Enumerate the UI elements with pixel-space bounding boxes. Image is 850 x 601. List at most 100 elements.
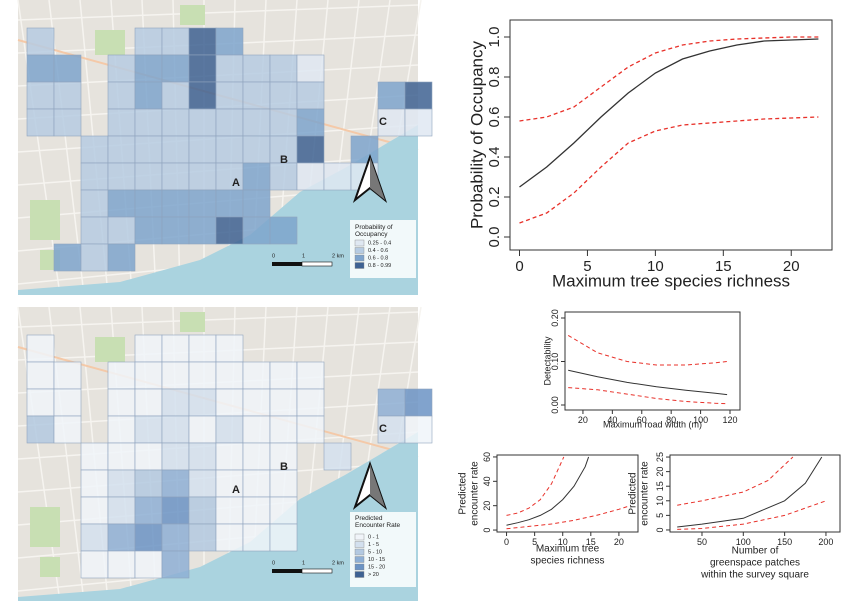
x-tick-label: 40 — [607, 415, 617, 425]
map-label: B — [280, 154, 288, 166]
grid-cell — [134, 550, 163, 579]
grid-cell — [80, 243, 109, 272]
grid-cell — [161, 361, 190, 390]
grid-cell — [26, 27, 55, 56]
grid-cell — [296, 162, 325, 191]
y-axis-label: Detectability — [542, 336, 552, 386]
legend-swatch — [354, 548, 365, 556]
scale-bar — [301, 568, 333, 574]
grid-cell — [107, 81, 136, 110]
line — [519, 38, 819, 188]
grid-cell — [242, 189, 271, 218]
scale-label: 2 km — [332, 253, 344, 259]
park — [40, 557, 60, 577]
line — [677, 456, 794, 506]
grid-cell — [404, 108, 433, 137]
grid-cell — [53, 415, 82, 444]
grid-cell — [80, 442, 109, 471]
grid-cell — [215, 334, 244, 363]
park — [30, 200, 60, 240]
scale-label: 1 — [302, 560, 305, 566]
x-tick-label: 100 — [693, 415, 708, 425]
grid-cell — [188, 81, 217, 110]
grid-cell — [53, 388, 82, 417]
grid-cell — [242, 54, 271, 83]
grid-cell — [188, 388, 217, 417]
grid-cell — [215, 442, 244, 471]
map-label: A — [232, 484, 240, 496]
legend-swatch — [354, 571, 365, 578]
grid-cell — [296, 81, 325, 110]
legend-label: 10 - 15 — [368, 557, 385, 563]
grid-cell — [107, 415, 136, 444]
x-axis-label: Number of — [732, 546, 779, 557]
grid-cell — [107, 496, 136, 525]
grid-cell — [161, 216, 190, 245]
grid-cell — [215, 361, 244, 390]
grid-cell — [269, 81, 298, 110]
line — [568, 369, 728, 396]
park — [30, 507, 60, 547]
y-tick-label: 0.2 — [486, 187, 503, 208]
line — [519, 116, 819, 224]
x-tick-label: 200 — [818, 537, 833, 547]
grid-cell — [53, 361, 82, 390]
grid-cell — [107, 135, 136, 164]
grid-cell — [323, 442, 352, 471]
grid-cell — [26, 81, 55, 110]
grid-cell — [161, 135, 190, 164]
grid-cell — [377, 388, 406, 417]
legend-label: 0.4 - 0.6 — [368, 248, 388, 254]
x-tick-label: 10 — [558, 537, 568, 547]
grid-cell — [242, 162, 271, 191]
grid-cell — [269, 442, 298, 471]
grid-cell — [80, 550, 109, 579]
grid-cell — [107, 361, 136, 390]
grid-cell — [161, 189, 190, 218]
grid-cell — [188, 162, 217, 191]
x-axis-label: species richness — [531, 556, 605, 567]
grid-cell — [296, 415, 325, 444]
grid-cell — [215, 469, 244, 498]
grid-cell — [161, 27, 190, 56]
grid-cell — [161, 469, 190, 498]
x-tick-label: 10 — [647, 258, 664, 275]
grid-cell — [242, 523, 271, 552]
line — [506, 456, 565, 516]
grid-cell — [188, 442, 217, 471]
x-tick-label: 150 — [777, 537, 792, 547]
grid-cell — [215, 162, 244, 191]
grid-cell — [242, 108, 271, 137]
grid-cell — [161, 442, 190, 471]
grid-cell — [134, 442, 163, 471]
grid-cell — [134, 415, 163, 444]
grid-cell — [269, 523, 298, 552]
legend-label: 0.8 - 0.99 — [368, 263, 391, 269]
line — [568, 387, 728, 405]
grid-cell — [242, 135, 271, 164]
x-tick-label: 5 — [532, 537, 537, 547]
grid-cell — [188, 496, 217, 525]
grid-cell — [107, 442, 136, 471]
grid-cell — [161, 162, 190, 191]
x-axis-label: Maximum tree — [536, 544, 600, 555]
grid-cell — [188, 469, 217, 498]
y-tick-label: 40 — [482, 476, 492, 486]
y-tick-label: 15 — [655, 481, 665, 491]
grid-cell — [404, 388, 433, 417]
y-axis-label: Probability of Occupancy — [467, 40, 486, 229]
grid-cell — [404, 415, 433, 444]
grid-cell — [80, 469, 109, 498]
grid-cell — [161, 496, 190, 525]
street — [17, 0, 61, 296]
plot-frame — [496, 454, 639, 533]
legend-swatch — [354, 254, 365, 262]
grid-cell — [107, 243, 136, 272]
scale-label: 1 — [302, 253, 305, 259]
y-tick-label: 25 — [655, 452, 665, 462]
line — [519, 36, 819, 122]
street — [17, 4, 419, 21]
scale-label: 2 km — [332, 560, 344, 566]
grid-cell — [296, 361, 325, 390]
